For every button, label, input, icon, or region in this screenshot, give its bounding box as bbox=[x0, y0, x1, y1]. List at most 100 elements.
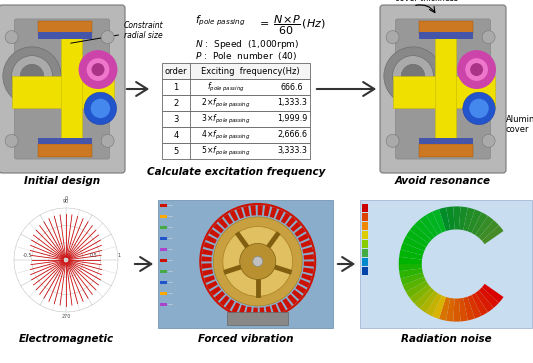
Bar bbox=[162, 95, 310, 111]
Text: $4\!\times\!f_{pole\;passing}$: $4\!\times\!f_{pole\;passing}$ bbox=[201, 129, 251, 142]
Text: $=\;\dfrac{N\!\times\! P}{60}\,(Hz)$: $=\;\dfrac{N\!\times\! P}{60}\,(Hz)$ bbox=[257, 14, 326, 37]
Polygon shape bbox=[209, 229, 220, 238]
Polygon shape bbox=[214, 291, 225, 301]
Polygon shape bbox=[463, 297, 475, 321]
Polygon shape bbox=[399, 250, 423, 260]
Text: —: — bbox=[168, 214, 173, 219]
Polygon shape bbox=[277, 301, 286, 313]
Polygon shape bbox=[270, 207, 277, 218]
Circle shape bbox=[91, 99, 110, 118]
Text: 3,333.3: 3,333.3 bbox=[277, 147, 307, 155]
Circle shape bbox=[457, 50, 496, 89]
Bar bbox=[38, 21, 92, 34]
Text: —: — bbox=[168, 291, 173, 296]
Polygon shape bbox=[399, 257, 422, 264]
Text: —: — bbox=[168, 247, 173, 252]
Polygon shape bbox=[472, 212, 488, 235]
Polygon shape bbox=[238, 305, 246, 316]
Polygon shape bbox=[410, 224, 431, 244]
Text: $P$ :  Pole  number  (40): $P$ : Pole number (40) bbox=[195, 50, 297, 62]
Bar bbox=[38, 144, 92, 157]
Polygon shape bbox=[401, 273, 424, 285]
Polygon shape bbox=[463, 208, 475, 231]
Polygon shape bbox=[251, 205, 256, 216]
Polygon shape bbox=[301, 273, 312, 281]
Bar bbox=[162, 79, 310, 95]
Polygon shape bbox=[399, 264, 422, 271]
Polygon shape bbox=[403, 236, 426, 251]
Text: —: — bbox=[168, 225, 173, 230]
Circle shape bbox=[213, 217, 302, 306]
Circle shape bbox=[393, 56, 433, 97]
Text: 1,333.3: 1,333.3 bbox=[277, 98, 307, 107]
Text: Aluminum
cover: Aluminum cover bbox=[506, 115, 533, 134]
Polygon shape bbox=[403, 277, 426, 292]
Circle shape bbox=[5, 134, 18, 147]
Polygon shape bbox=[459, 298, 468, 322]
Polygon shape bbox=[401, 242, 424, 255]
Polygon shape bbox=[298, 279, 310, 287]
Text: 1,999.9: 1,999.9 bbox=[277, 114, 307, 123]
Text: 4: 4 bbox=[173, 131, 179, 139]
Bar bbox=[160, 281, 167, 284]
Polygon shape bbox=[218, 218, 228, 229]
Text: $5\!\times\!f_{pole\;passing}$: $5\!\times\!f_{pole\;passing}$ bbox=[201, 144, 251, 158]
Text: Forced vibration: Forced vibration bbox=[198, 334, 293, 344]
Circle shape bbox=[384, 47, 442, 105]
Polygon shape bbox=[243, 206, 250, 217]
FancyBboxPatch shape bbox=[380, 5, 506, 173]
Polygon shape bbox=[225, 299, 235, 310]
Bar bbox=[160, 270, 167, 273]
Circle shape bbox=[92, 63, 104, 76]
Text: Electromagnetic: Electromagnetic bbox=[19, 334, 114, 344]
Bar bbox=[12, 76, 114, 109]
FancyBboxPatch shape bbox=[14, 19, 110, 159]
Text: 1: 1 bbox=[173, 82, 179, 91]
Text: $N$ :  Speed  (1,000rpm): $N$ : Speed (1,000rpm) bbox=[195, 38, 300, 51]
Polygon shape bbox=[453, 207, 461, 229]
Bar bbox=[160, 204, 167, 207]
Bar bbox=[160, 259, 167, 262]
Text: Calculate excitation frequency: Calculate excitation frequency bbox=[147, 167, 325, 177]
Polygon shape bbox=[420, 291, 438, 313]
Polygon shape bbox=[231, 302, 240, 314]
Bar bbox=[160, 237, 167, 240]
Polygon shape bbox=[202, 269, 213, 276]
Circle shape bbox=[78, 50, 117, 89]
Circle shape bbox=[482, 31, 495, 44]
Bar bbox=[362, 222, 368, 230]
Circle shape bbox=[87, 58, 109, 81]
Circle shape bbox=[463, 92, 495, 125]
Circle shape bbox=[386, 31, 399, 44]
Polygon shape bbox=[204, 275, 215, 283]
Text: —: — bbox=[168, 258, 173, 263]
Bar bbox=[38, 138, 92, 144]
Polygon shape bbox=[298, 233, 309, 242]
Bar bbox=[362, 231, 368, 239]
Polygon shape bbox=[260, 307, 265, 318]
Text: order: order bbox=[165, 66, 187, 76]
Text: 3: 3 bbox=[173, 114, 179, 123]
Polygon shape bbox=[420, 215, 438, 237]
Circle shape bbox=[240, 244, 276, 280]
Polygon shape bbox=[202, 249, 213, 256]
Bar bbox=[360, 200, 532, 328]
Text: $f_{pole\;passing}$: $f_{pole\;passing}$ bbox=[195, 14, 246, 28]
Bar bbox=[162, 111, 310, 127]
Polygon shape bbox=[303, 268, 313, 274]
Text: Avoid resonance: Avoid resonance bbox=[395, 176, 491, 186]
Polygon shape bbox=[220, 295, 230, 306]
Polygon shape bbox=[276, 209, 284, 221]
Polygon shape bbox=[432, 295, 446, 319]
Polygon shape bbox=[446, 298, 455, 322]
Bar bbox=[362, 249, 368, 257]
Polygon shape bbox=[230, 210, 238, 221]
Polygon shape bbox=[286, 217, 296, 228]
Polygon shape bbox=[245, 306, 252, 317]
Text: 1: 1 bbox=[117, 253, 120, 258]
Circle shape bbox=[3, 47, 61, 105]
Text: —: — bbox=[168, 203, 173, 208]
Text: 0: 0 bbox=[64, 196, 68, 201]
Polygon shape bbox=[271, 304, 279, 315]
Text: 270: 270 bbox=[61, 314, 71, 319]
